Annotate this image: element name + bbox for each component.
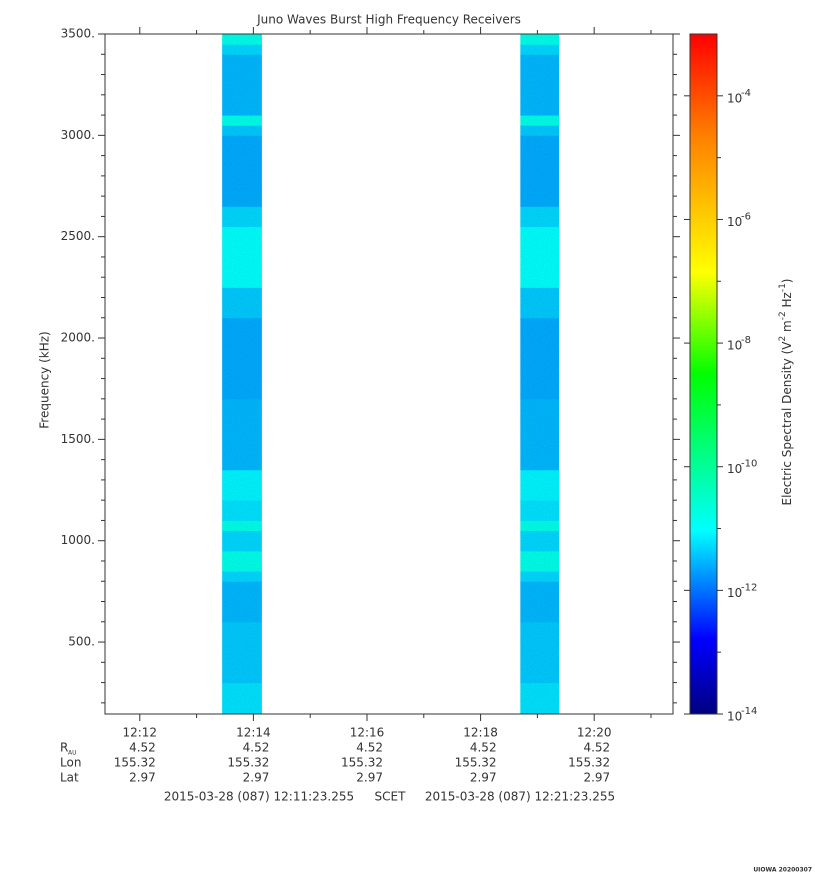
colorbar xyxy=(690,34,717,714)
ephemeris-value: 155.32 xyxy=(114,756,156,770)
plot-frame xyxy=(104,33,674,715)
x-tick-label: 12:18 xyxy=(463,726,498,740)
colorbar-label-part: Hz xyxy=(780,292,794,311)
z-tick-exponent: -10 xyxy=(741,459,757,470)
z-tick-base: 10 xyxy=(727,710,742,724)
y-axis-label: Frequency (kHz) xyxy=(38,331,52,428)
ephemeris-value: 2.97 xyxy=(243,771,270,785)
ephemeris-value: 155.32 xyxy=(455,756,497,770)
colorbar-label-part: -1 xyxy=(778,283,788,292)
y-tick-label: 2500. xyxy=(61,229,95,243)
ephemeris-value: 2.97 xyxy=(356,771,383,785)
y-tick-label: 1500. xyxy=(61,432,95,446)
credit: UIOWA 20200307 xyxy=(753,867,812,874)
ephemeris-value: 4.52 xyxy=(129,741,156,755)
ephemeris-value: 2.97 xyxy=(470,771,497,785)
z-tick-exponent: -12 xyxy=(741,582,757,593)
ephemeris-value: 4.52 xyxy=(470,741,497,755)
ephemeris-value: 2.97 xyxy=(129,771,156,785)
colorbar-label: Electric Spectral Density (V2 m-2 Hz-1) xyxy=(778,278,794,505)
time-system: SCET xyxy=(375,790,407,804)
time-end: 2015-03-28 (087) 12:21:23.255 xyxy=(425,790,615,804)
chart-title: Juno Waves Burst High Frequency Receiver… xyxy=(256,13,521,27)
z-tick-exponent: -4 xyxy=(741,88,751,99)
colorbar-frame xyxy=(689,33,718,715)
ephemeris-label: R xyxy=(60,741,68,755)
z-tick-exponent: -14 xyxy=(741,706,757,717)
x-tick-label: 12:20 xyxy=(577,726,612,740)
y-tick-label: 3000. xyxy=(61,128,95,142)
ephemeris-value: 155.32 xyxy=(227,756,269,770)
noise-texture xyxy=(222,34,560,714)
z-tick-exponent: -8 xyxy=(741,335,751,346)
ephemeris-subscript: AU xyxy=(68,750,77,757)
colorbar-label-part: m xyxy=(780,320,794,336)
colorbar-label-part: Electric Spectral Density (V xyxy=(780,341,794,506)
z-tick-base: 10 xyxy=(727,339,742,353)
ephemeris-label: Lat xyxy=(60,771,79,785)
time-start: 2015-03-28 (087) 12:11:23.255 xyxy=(164,790,354,804)
x-tick-label: 12:12 xyxy=(122,726,157,740)
y-tick-label: 1000. xyxy=(61,533,95,547)
y-tick-label: 3500. xyxy=(61,27,95,41)
colorbar-label-part: 2 xyxy=(778,336,788,342)
ephemeris-label: Lon xyxy=(60,756,81,770)
colorbar-label-part: ) xyxy=(780,278,794,283)
z-tick-base: 10 xyxy=(727,462,742,476)
ephemeris-value: 155.32 xyxy=(341,756,383,770)
y-tick-label: 500. xyxy=(68,635,95,649)
spectrogram xyxy=(222,34,560,715)
ephemeris-value: 4.52 xyxy=(243,741,270,755)
colorbar-label-part: -2 xyxy=(778,311,788,320)
ephemeris-value: 4.52 xyxy=(356,741,383,755)
z-tick-exponent: -6 xyxy=(741,211,751,222)
x-tick-label: 12:14 xyxy=(236,726,271,740)
x-tick-label: 12:16 xyxy=(350,726,385,740)
noise xyxy=(222,34,560,714)
axes: 500.1000.1500.2000.2500.3000.3500.12:124… xyxy=(60,27,794,785)
ephemeris-value: 2.97 xyxy=(583,771,610,785)
y-tick-label: 2000. xyxy=(61,331,95,345)
ephemeris-value: 155.32 xyxy=(568,756,610,770)
ephemeris-value: 4.52 xyxy=(583,741,610,755)
z-tick-base: 10 xyxy=(727,586,742,600)
z-tick-base: 10 xyxy=(727,91,742,105)
z-tick-base: 10 xyxy=(727,215,742,229)
